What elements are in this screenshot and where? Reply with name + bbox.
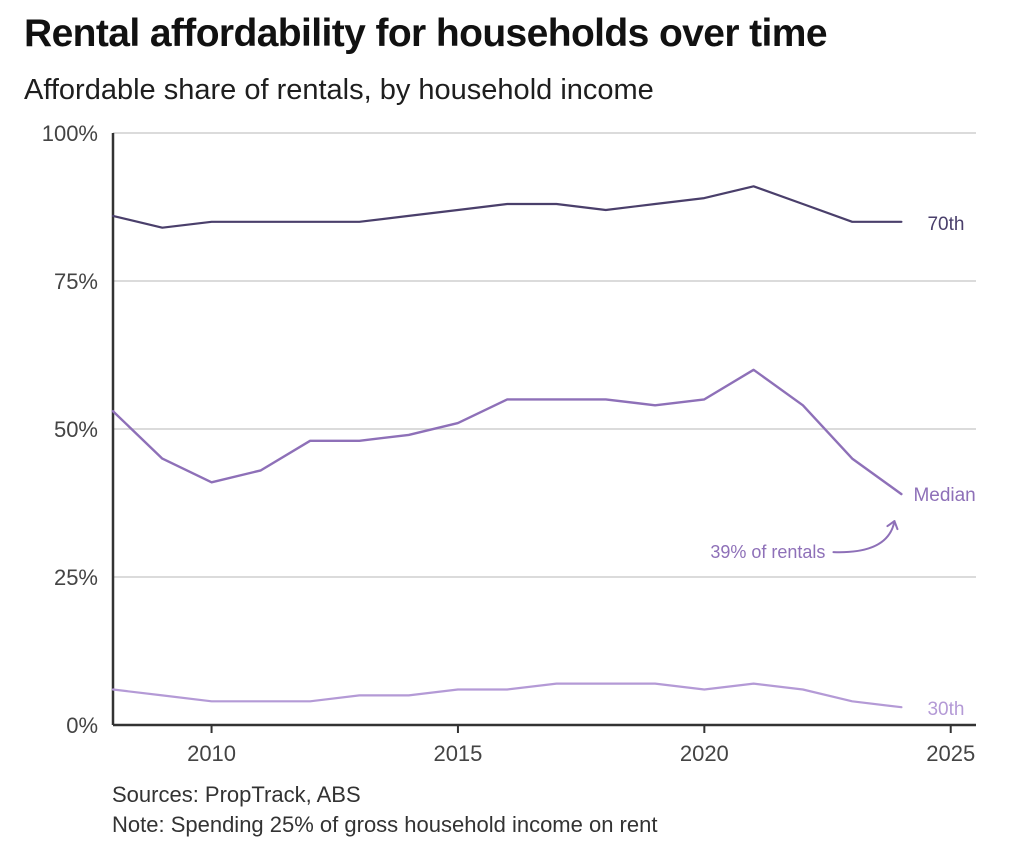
x-tick-labels: 2010 2015 2020 2025 (187, 741, 975, 766)
x-tick-label: 2015 (433, 741, 482, 766)
y-tick-labels: 0% 25% 50% 75% 100% (42, 121, 98, 738)
annotation-arrow (832, 520, 896, 554)
x-tick-label: 2020 (680, 741, 729, 766)
y-tick-label: 50% (54, 417, 98, 442)
x-tick-label: 2025 (926, 741, 975, 766)
y-tick-label: 100% (42, 121, 98, 146)
x-tick-label: 2010 (187, 741, 236, 766)
series-line-median (111, 368, 903, 496)
chart-title: Rental affordability for households over… (24, 12, 828, 55)
annotations: 39% of rentals (710, 520, 899, 562)
axes (111, 133, 976, 733)
series-label-p70: 70th (927, 214, 964, 235)
sources-text: Sources: PropTrack, ABS (112, 782, 361, 807)
series-lines (111, 185, 903, 709)
series-label-p30: 30th (927, 699, 964, 720)
note-text: Note: Spending 25% of gross household in… (112, 812, 658, 837)
annotation-text: 39% of rentals (710, 542, 825, 562)
chart-subtitle: Affordable share of rentals, by househol… (24, 74, 654, 106)
y-tick-label: 25% (54, 565, 98, 590)
series-line-p70 (111, 185, 903, 229)
y-tick-label: 75% (54, 269, 98, 294)
gridlines (113, 132, 976, 578)
line-chart: 0% 25% 50% 75% 100% 2010 2015 2020 2025 70th Med… (42, 121, 976, 766)
series-labels: 70th Median 30th (913, 214, 975, 720)
annotation-arrowhead (886, 520, 899, 531)
series-label-median: Median (913, 485, 975, 506)
y-tick-label: 0% (66, 713, 98, 738)
series-line-p30 (111, 682, 903, 709)
